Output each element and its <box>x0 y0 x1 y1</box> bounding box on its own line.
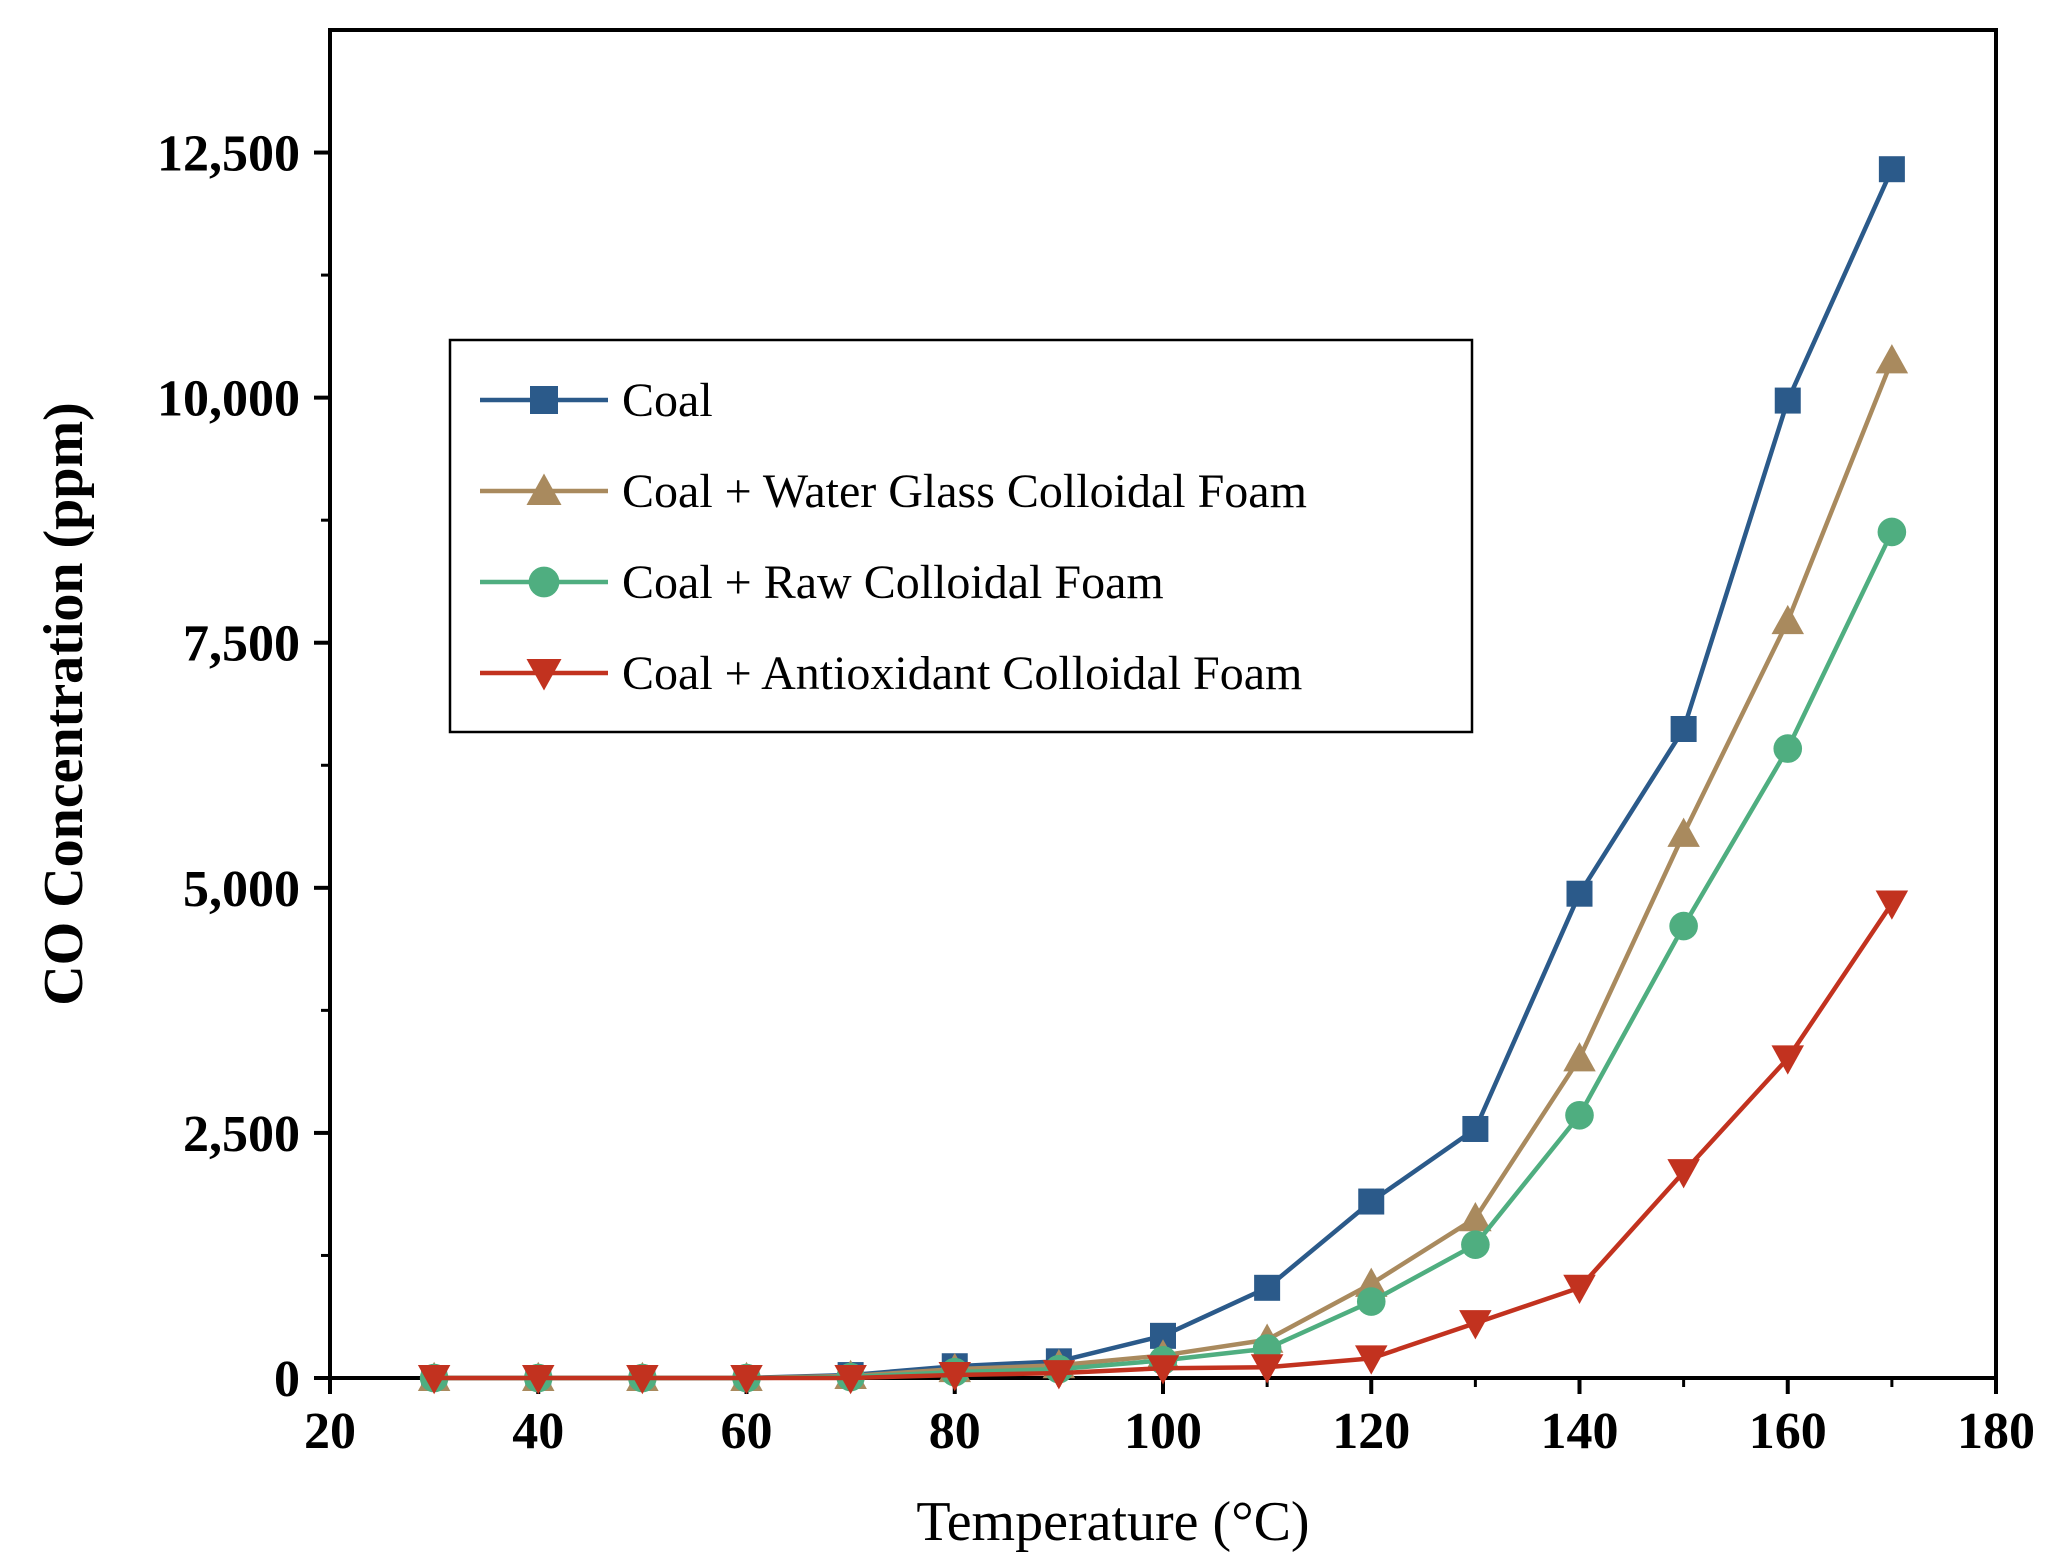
y-tick-label: 12,500 <box>157 126 300 183</box>
data-point <box>1878 156 1905 183</box>
data-point <box>1461 1230 1490 1259</box>
data-point <box>1563 1274 1596 1305</box>
data-point <box>1875 344 1909 374</box>
data-point <box>1459 1201 1492 1232</box>
data-point <box>1667 817 1700 847</box>
y-axis-title: CO Concentration (ppm) <box>33 402 95 1006</box>
legend-label: Coal + Water Glass Colloidal Foam <box>622 465 1307 518</box>
x-tick-label: 180 <box>1957 1403 2035 1460</box>
data-point <box>1877 517 1907 547</box>
legend-item: Coal + Raw Colloidal Foam <box>480 556 1164 609</box>
data-point <box>1774 387 1801 414</box>
legend-item: Coal + Water Glass Colloidal Foam <box>480 465 1307 518</box>
legend: Coal Coal + Water Glass Colloidal Foam Coa… <box>448 338 1474 734</box>
legend-marker <box>526 473 562 505</box>
x-tick-label: 20 <box>304 1403 356 1460</box>
data-point <box>417 1365 451 1395</box>
x-tick-label: 80 <box>929 1403 981 1460</box>
data-point <box>1670 715 1697 742</box>
data-point <box>1773 734 1803 763</box>
data-point <box>1459 1310 1492 1340</box>
series-line <box>434 902 1894 1381</box>
legend-label: Coal + Raw Colloidal Foam <box>622 556 1164 609</box>
legend-items: Coal Coal + Water Glass Colloidal Foam Coa… <box>480 374 1307 700</box>
data-point <box>1771 604 1804 635</box>
y-axis-ticks: 0 2,500 5,000 7,500 10,000 12,500 <box>157 126 330 1408</box>
data-point <box>1771 1045 1804 1075</box>
x-axis-title: Temperature (°C) <box>916 1491 1309 1553</box>
data-point <box>1250 1354 1284 1384</box>
data-point <box>1565 1100 1594 1130</box>
data-point <box>1667 1159 1700 1189</box>
data-point <box>1146 1355 1180 1385</box>
x-axis-ticks: 20 40 60 80 100 120 140 160 180 <box>304 1378 2035 1460</box>
data-point <box>938 1362 971 1392</box>
data-point <box>1355 1345 1388 1375</box>
data-point <box>1669 911 1698 941</box>
series-coal-antioxidant-colloidal-foam <box>417 890 1909 1395</box>
y-tick-label: 0 <box>274 1351 300 1408</box>
y-tick-label: 5,000 <box>183 861 300 918</box>
data-point <box>1563 1042 1596 1072</box>
series-layer <box>417 156 1909 1395</box>
data-point <box>1566 880 1593 907</box>
x-tick-label: 160 <box>1749 1403 1827 1460</box>
x-tick-label: 140 <box>1541 1403 1619 1460</box>
x-tick-label: 60 <box>721 1403 773 1460</box>
x-tick-label: 100 <box>1124 1403 1202 1460</box>
x-tick-label: 120 <box>1332 1403 1410 1460</box>
data-point <box>522 1365 555 1395</box>
legend-marker <box>530 386 558 414</box>
data-point <box>730 1365 763 1395</box>
data-point <box>1355 1267 1388 1297</box>
data-point <box>834 1365 867 1395</box>
legend-label: Coal <box>622 374 713 427</box>
data-point <box>1254 1274 1281 1301</box>
x-tick-label: 40 <box>512 1403 564 1460</box>
legend-label: Coal + Antioxidant Colloidal Foam <box>622 647 1302 700</box>
data-point <box>1462 1115 1489 1142</box>
data-point <box>626 1365 659 1395</box>
data-point <box>1356 1287 1386 1316</box>
y-tick-label: 2,500 <box>183 1106 300 1163</box>
legend-marker <box>526 659 562 691</box>
legend-box <box>448 338 1474 734</box>
y-tick-label: 7,500 <box>183 616 300 673</box>
data-point <box>1042 1360 1076 1390</box>
data-point <box>1358 1188 1385 1215</box>
legend-item: Coal + Antioxidant Colloidal Foam <box>480 647 1302 700</box>
legend-marker <box>528 566 560 598</box>
y-tick-label: 10,000 <box>157 371 300 428</box>
legend-item: Coal <box>480 374 713 427</box>
data-point <box>1875 890 1909 920</box>
